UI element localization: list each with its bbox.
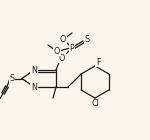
- Text: N: N: [31, 66, 37, 74]
- Text: O: O: [59, 53, 65, 62]
- Text: P: P: [70, 44, 74, 52]
- Text: S: S: [9, 74, 15, 83]
- Text: F: F: [96, 58, 100, 66]
- Text: O: O: [54, 46, 60, 55]
- Text: S: S: [84, 34, 90, 44]
- Text: N: N: [31, 82, 37, 92]
- Text: O: O: [60, 34, 66, 44]
- Text: Cl: Cl: [91, 100, 99, 108]
